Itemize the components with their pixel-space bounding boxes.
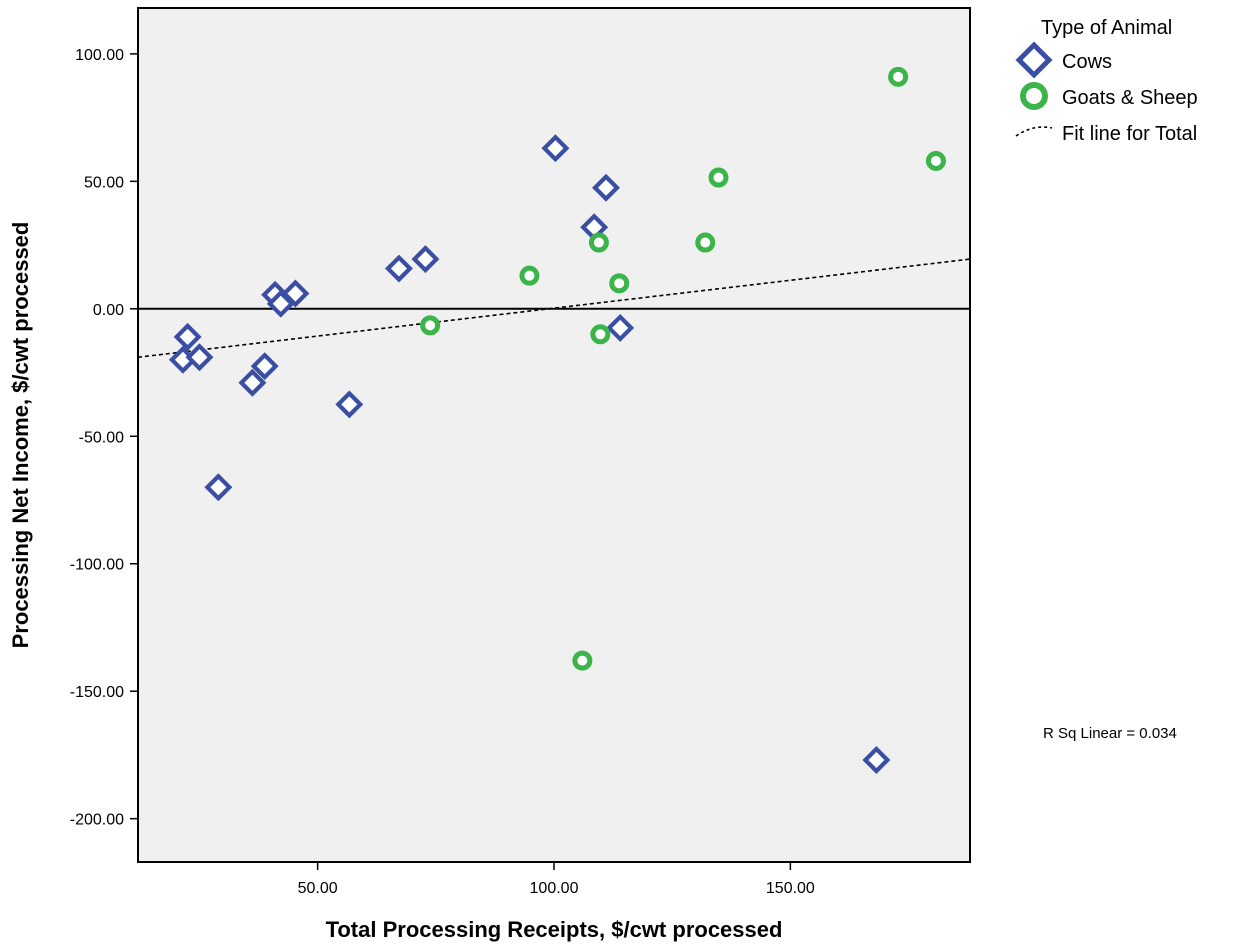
y-tick-label: -200.00 (70, 812, 124, 829)
goat-sheep-data-point (708, 167, 729, 188)
legend-title: Type of Animal (1041, 17, 1172, 39)
y-tick-label: -50.00 (79, 429, 124, 446)
r-squared-annotation: R Sq Linear = 0.034 (1043, 725, 1177, 742)
legend: Type of Animal Cows Goats & Sheep Fit li… (1015, 17, 1198, 145)
goat-sheep-data-point (925, 150, 946, 171)
y-axis-title: Processing Net Income, $/cwt processed (8, 222, 33, 649)
data-points-layer (168, 66, 946, 774)
goat-sheep-data-point (588, 232, 609, 253)
goat-sheep-data-point (572, 650, 593, 671)
cow-data-point (250, 352, 279, 381)
goat-sheep-data-point (519, 265, 540, 286)
legend-label: Goats & Sheep (1062, 87, 1198, 109)
cow-data-point (266, 289, 295, 318)
goat-sheep-data-point (888, 66, 909, 87)
x-axis-ticks: 50.00 100.00 150.00 (298, 862, 815, 897)
x-axis-title: Total Processing Receipts, $/cwt process… (326, 917, 783, 942)
cow-data-point (592, 173, 620, 202)
y-tick-label: 0.00 (93, 302, 124, 319)
legend-entry-cows: Cows (1015, 41, 1112, 79)
goat-sheep-data-point (590, 324, 611, 345)
legend-circle-icon (1020, 82, 1048, 110)
y-tick-label: -150.00 (70, 684, 124, 701)
cow-data-point (204, 473, 233, 502)
legend-entry-fit-line: Fit line for Total (1015, 123, 1197, 145)
y-tick-label: 50.00 (84, 174, 124, 191)
cow-data-point (411, 245, 440, 274)
x-tick-label: 50.00 (298, 880, 338, 897)
cow-data-point (238, 368, 267, 397)
legend-dashed-line-icon (1015, 126, 1053, 137)
legend-label: Fit line for Total (1062, 123, 1197, 145)
y-tick-label: 100.00 (75, 47, 124, 64)
goat-sheep-data-point (609, 273, 630, 294)
legend-diamond-icon (1015, 41, 1053, 79)
cow-data-point (862, 746, 891, 774)
x-tick-label: 150.00 (766, 880, 815, 897)
cow-data-point (384, 254, 413, 283)
cow-data-point (185, 343, 214, 372)
goat-sheep-data-point (695, 232, 716, 253)
cow-data-point (541, 134, 570, 163)
y-tick-label: -100.00 (70, 557, 124, 574)
cow-data-point (335, 390, 364, 419)
legend-label: Cows (1062, 51, 1112, 73)
x-tick-label: 100.00 (530, 880, 579, 897)
cow-data-point (173, 322, 202, 351)
legend-entry-goats-sheep: Goats & Sheep (1020, 82, 1198, 110)
goat-sheep-data-point (420, 315, 441, 336)
y-axis-ticks: 100.00 50.00 0.00 -50.00 -100.00 -150.00 -200.… (70, 47, 138, 829)
cow-data-point (606, 313, 635, 342)
